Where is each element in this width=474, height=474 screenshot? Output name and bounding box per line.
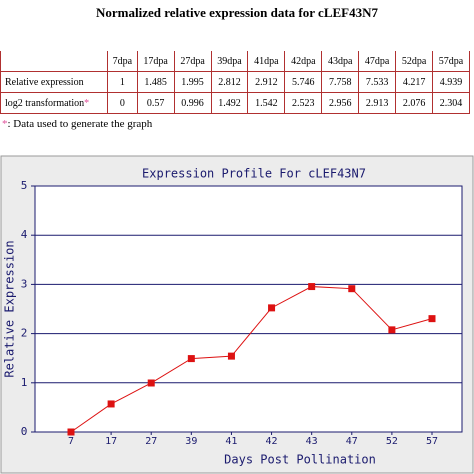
row-label-text: log2 transformation [5,97,85,109]
table-cell: 1.485 [136,71,175,93]
x-tick-label: 42 [266,436,278,447]
table-cell: 5.746 [284,71,323,93]
column-header: 7dpa [107,51,138,72]
table-row: log2 transformation* 0 0.57 0.996 1.492 1.542… [0,92,470,114]
header-row: 7dpa 17dpa 27dpa 39dpa 41dpa 42dpa 43dpa 47dpa 5… [0,51,470,72]
table-cell: 1.995 [173,71,212,93]
table-cell: 1 [107,71,138,93]
table-cell: 2.913 [358,92,397,114]
x-tick-label: 7 [68,436,74,447]
table-cell: 4.939 [432,71,470,93]
table-cell: 0.996 [173,92,212,114]
data-point [67,428,75,436]
x-tick-label: 57 [426,436,438,447]
plot-area [34,185,463,433]
table-cell: 7.533 [358,71,397,93]
note: *: Data used to generate the graph [2,118,152,130]
data-point [147,379,155,387]
chart-title: Expression Profile For cLEF43N7 [142,167,366,181]
y-tick-label: 5 [21,179,28,192]
y-tick-label: 2 [21,327,28,340]
column-header: 27dpa [173,51,212,72]
x-tick-label: 39 [185,436,197,447]
table-cell: 1.542 [247,92,286,114]
column-header: 17dpa [136,51,175,72]
column-header: 42dpa [284,51,323,72]
x-tick-label: 47 [346,436,358,447]
row-label: log2 transformation* [0,92,108,114]
column-header: 39dpa [210,51,249,72]
x-tick-label: 43 [306,436,318,447]
note-marker: * [2,118,8,130]
page-title: Normalized relative expression data for … [96,5,378,20]
data-point [348,285,356,293]
table-cell: 0 [107,92,138,114]
data-point [388,326,396,334]
data-point [308,283,316,291]
column-header: 47dpa [358,51,397,72]
x-tick-label: 52 [386,436,398,447]
row-marker: * [84,97,90,109]
table-cell: 7.758 [321,71,360,93]
column-header: 43dpa [321,51,360,72]
x-tick-label: 27 [145,436,157,447]
corner-cell [0,51,108,72]
table-cell: 2.956 [321,92,360,114]
table-cell: 2.304 [432,92,470,114]
y-axis-label: Relative Expression [3,240,17,377]
x-axis-label: Days Post Pollination [224,453,376,467]
table-cell: 2.523 [284,92,323,114]
table-cell: 2.912 [247,71,286,93]
row-label: Relative expression [0,71,108,93]
x-tick-label: 17 [105,436,117,447]
data-table: 7dpa 17dpa 27dpa 39dpa 41dpa 42dpa 43dpa 47dpa 5… [0,51,470,114]
table-cell: 1.492 [210,92,249,114]
data-point [268,304,276,312]
column-header: 41dpa [247,51,286,72]
data-point [428,315,436,323]
y-tick-label: 0 [21,425,28,438]
table-cell: 2.812 [210,71,249,93]
column-header: 57dpa [432,51,470,72]
table-cell: 4.217 [395,71,434,93]
data-point [187,355,195,363]
y-tick-label: 3 [21,277,28,290]
table-row: Relative expression 1 1.485 1.995 2.812 2.912… [0,71,470,93]
y-tick-label: 4 [21,228,28,241]
column-header: 52dpa [395,51,434,72]
table-cell: 2.076 [395,92,434,114]
y-tick-label: 1 [21,376,28,389]
row-label-text: Relative expression [5,76,84,88]
note-text: : Data used to generate the graph [7,118,153,130]
table-cell: 0.57 [136,92,175,114]
series-line [70,286,433,433]
data-point [227,352,235,360]
data-point [107,400,115,408]
x-tick-label: 41 [225,436,237,447]
chart: Expression Profile For cLEF43N7 Days Pos… [0,155,474,474]
